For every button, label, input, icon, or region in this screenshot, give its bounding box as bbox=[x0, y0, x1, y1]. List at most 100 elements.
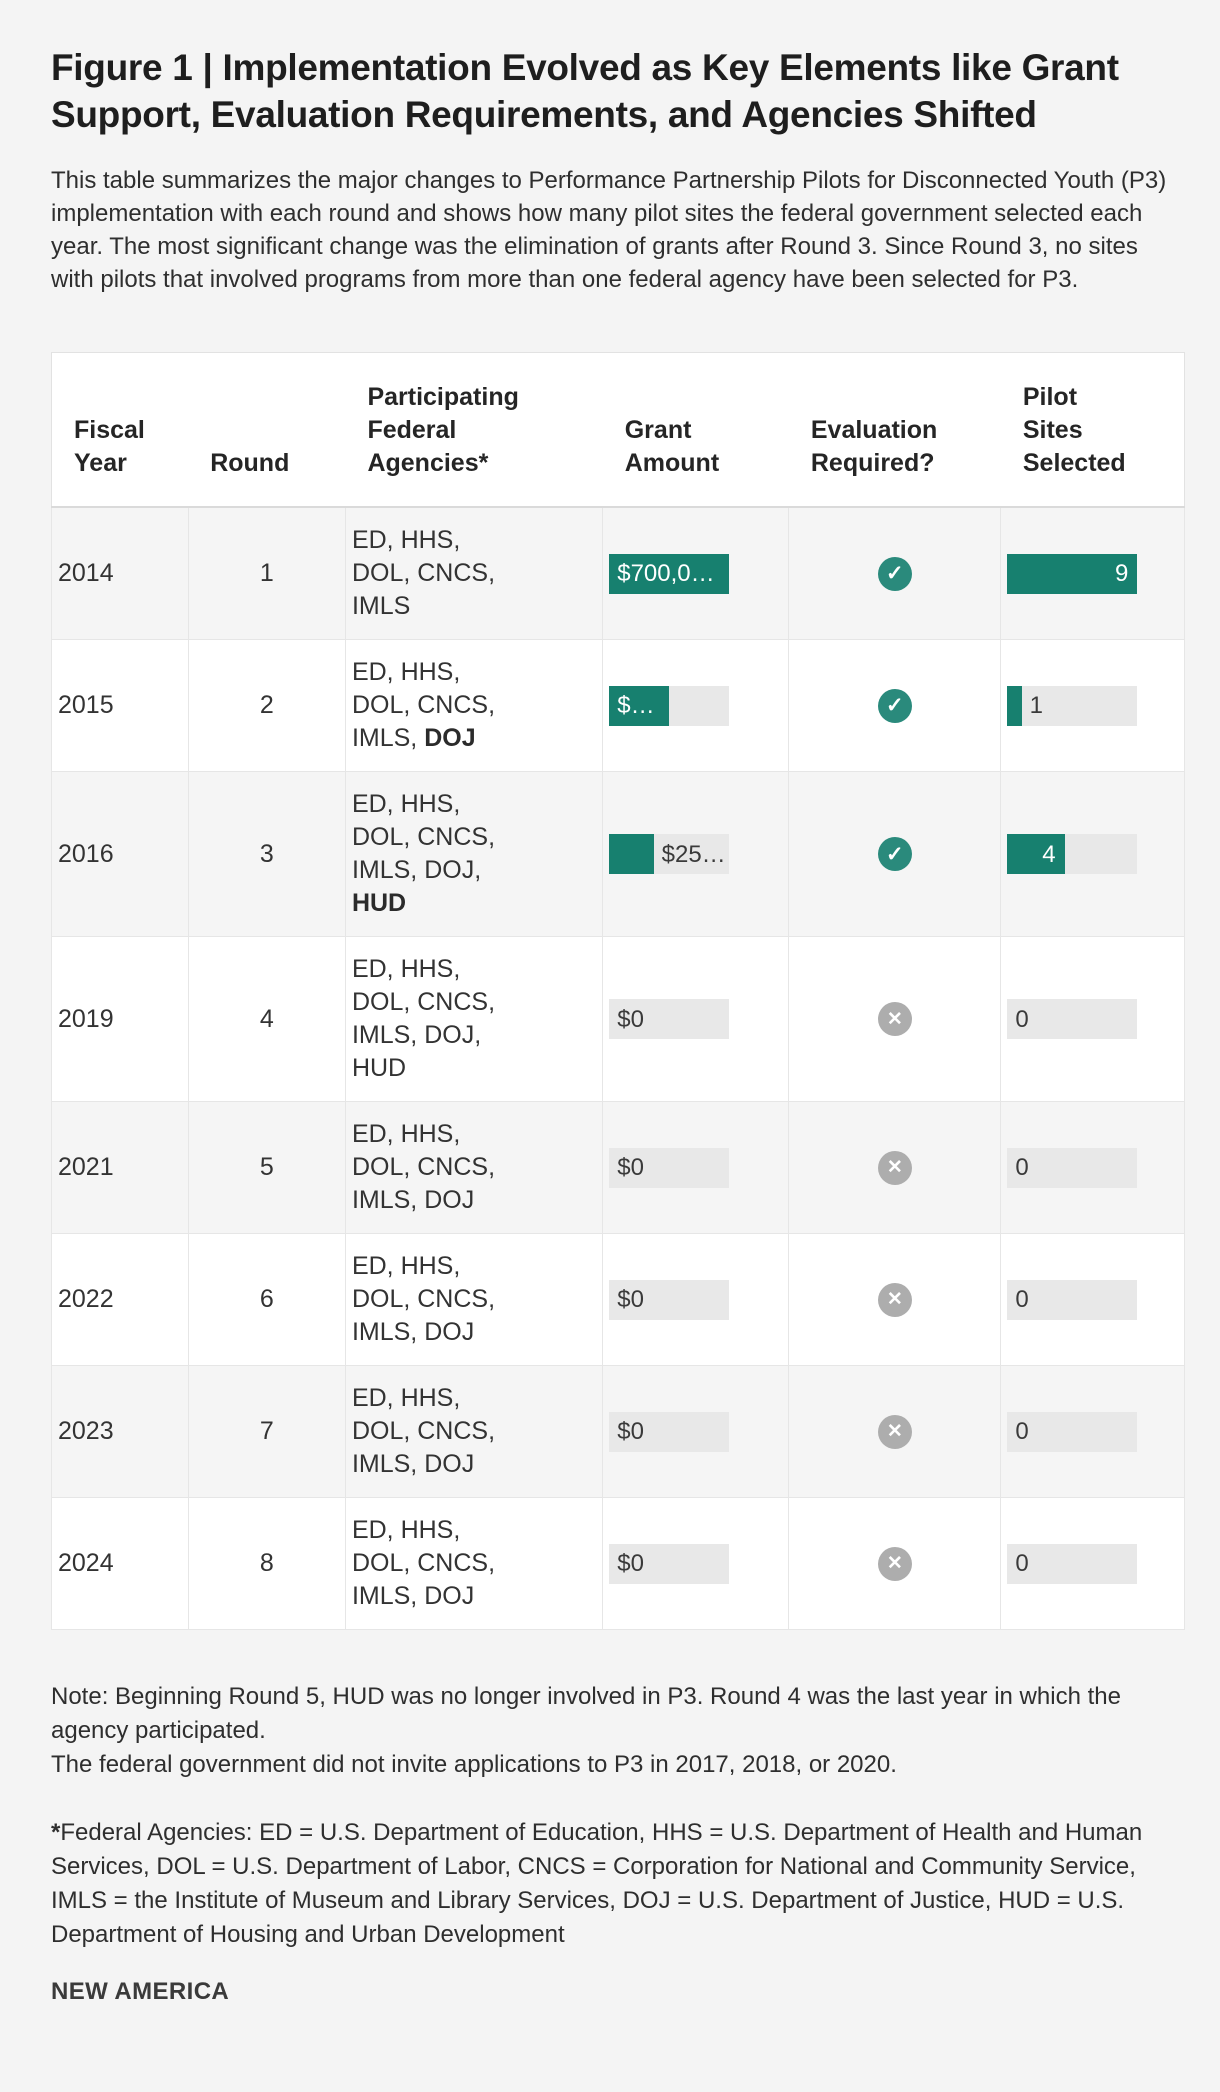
agencies-cell: ED, HHS, DOL, CNCS, IMLS, DOJ bbox=[344, 1365, 604, 1498]
grant-amount-bar: $25… bbox=[609, 834, 730, 874]
column-header-round: Round bbox=[188, 352, 346, 508]
fiscal-year-cell: 2024 bbox=[51, 1497, 189, 1630]
grant-amount-cell: $25… bbox=[602, 771, 790, 937]
evaluation-cell: ✓ bbox=[788, 639, 1002, 772]
grant-amount-cell: $0 bbox=[602, 1497, 790, 1630]
evaluation-cell: ✕ bbox=[788, 1497, 1002, 1630]
pilot-sites-label: 0 bbox=[1015, 1005, 1029, 1033]
table-header: Fiscal Year Round Participating Federal … bbox=[51, 352, 1185, 508]
round-cell: 5 bbox=[187, 1101, 346, 1234]
table-row-2019: 2019 4 ED, HHS, DOL, CNCS, IMLS, DOJ, HU… bbox=[51, 936, 1185, 1102]
grant-amount-bar: $700,0… bbox=[609, 553, 730, 594]
grant-amount-label: $700,0… bbox=[617, 560, 715, 587]
column-header-fiscal-year: Fiscal Year bbox=[51, 352, 189, 508]
check-icon: ✓ bbox=[877, 688, 912, 723]
fiscal-year-cell: 2019 bbox=[51, 936, 189, 1102]
pilot-sites-label: 9 bbox=[1115, 560, 1129, 587]
grant-amount-label: $0 bbox=[617, 1154, 644, 1181]
evaluation-cell: ✕ bbox=[788, 936, 1002, 1102]
pilot-sites-bar: 0 bbox=[1007, 1279, 1138, 1320]
pilot-sites-label: 0 bbox=[1015, 1418, 1029, 1445]
round-cell: 7 bbox=[187, 1365, 346, 1498]
table-header-row: Fiscal Year Round Participating Federal … bbox=[51, 352, 1185, 508]
evaluation-cell: ✕ bbox=[788, 1233, 1002, 1366]
x-icon: ✕ bbox=[877, 1150, 912, 1185]
check-icon: ✓ bbox=[877, 556, 912, 591]
pilot-sites-cell: 0 bbox=[1000, 936, 1185, 1102]
round-cell: 1 bbox=[187, 506, 346, 640]
footnote: *Federal Agencies: ED = U.S. Department … bbox=[51, 1816, 1169, 1952]
grant-amount-bar: $0 bbox=[609, 1279, 730, 1320]
agencies-cell: ED, HHS, DOL, CNCS, IMLS, DOJ bbox=[344, 639, 604, 772]
grant-amount-cell: $0 bbox=[602, 1365, 790, 1498]
table-row-2016: 2016 3 ED, HHS, DOL, CNCS, IMLS, DOJ, HU… bbox=[51, 771, 1185, 937]
figure-page: Figure 1 | Implementation Evolved as Key… bbox=[51, 47, 1185, 2005]
pilot-sites-cell: 9 bbox=[1000, 506, 1185, 640]
evaluation-cell: ✕ bbox=[788, 1101, 1002, 1234]
notes-block: Note: Beginning Round 5, HUD was no long… bbox=[51, 1680, 1169, 1782]
fiscal-year-cell: 2023 bbox=[51, 1365, 189, 1498]
x-icon: ✕ bbox=[877, 1282, 912, 1317]
agencies-cell: ED, HHS, DOL, CNCS, IMLS, DOJ bbox=[344, 1497, 604, 1630]
pilot-sites-bar: 0 bbox=[1007, 1147, 1138, 1188]
evaluation-cell: ✕ bbox=[788, 1365, 1002, 1498]
table-row-2024: 2024 8 ED, HHS, DOL, CNCS, IMLS, DOJ $0 … bbox=[51, 1497, 1185, 1630]
x-icon: ✕ bbox=[877, 1414, 912, 1449]
pilot-sites-label: 0 bbox=[1015, 1550, 1029, 1577]
grant-amount-label: $0 bbox=[617, 1005, 644, 1033]
grant-amount-cell: $… bbox=[602, 639, 790, 772]
pilot-sites-cell: 1 bbox=[1000, 639, 1185, 772]
agencies-cell: ED, HHS, DOL, CNCS, IMLS, DOJ bbox=[344, 1101, 604, 1234]
pilot-sites-label: 0 bbox=[1015, 1286, 1029, 1313]
pilot-sites-label: 1 bbox=[1029, 692, 1044, 719]
pilot-sites-label: 0 bbox=[1015, 1154, 1029, 1181]
round-cell: 6 bbox=[187, 1233, 346, 1366]
table-row-2014: 2014 1 ED, HHS, DOL, CNCS, IMLS $700,0… … bbox=[51, 506, 1185, 640]
round-cell: 3 bbox=[187, 771, 346, 937]
round-cell: 8 bbox=[187, 1497, 346, 1630]
pilot-sites-cell: 0 bbox=[1000, 1233, 1185, 1366]
evaluation-cell: ✓ bbox=[788, 506, 1002, 640]
fiscal-year-cell: 2014 bbox=[51, 506, 189, 640]
grant-amount-cell: $0 bbox=[602, 1101, 790, 1234]
agencies-cell: ED, HHS, DOL, CNCS, IMLS bbox=[344, 506, 604, 640]
pilot-sites-cell: 0 bbox=[1000, 1497, 1185, 1630]
new-america-logo: NEW AMERICA bbox=[51, 1978, 230, 2005]
round-cell: 2 bbox=[187, 639, 346, 772]
agencies-cell: ED, HHS, DOL, CNCS, IMLS, DOJ bbox=[344, 1233, 604, 1366]
pilot-sites-bar: 4 bbox=[1007, 834, 1138, 874]
pilot-sites-bar: 1 bbox=[1007, 685, 1138, 726]
grant-amount-bar: $… bbox=[609, 685, 730, 726]
x-icon: ✕ bbox=[877, 1002, 912, 1037]
grant-amount-label: $25… bbox=[661, 840, 726, 868]
evaluation-cell: ✓ bbox=[788, 771, 1002, 937]
table-body: 2014 1 ED, HHS, DOL, CNCS, IMLS $700,0… … bbox=[51, 506, 1185, 1630]
table-row-2023: 2023 7 ED, HHS, DOL, CNCS, IMLS, DOJ $0 … bbox=[51, 1365, 1185, 1498]
grant-amount-cell: $0 bbox=[602, 1233, 790, 1366]
pilot-sites-cell: 0 bbox=[1000, 1101, 1185, 1234]
figure-description: This table summarizes the major changes … bbox=[51, 167, 1167, 293]
grant-amount-bar: $0 bbox=[609, 999, 730, 1039]
grant-amount-label: $0 bbox=[617, 1418, 644, 1445]
p3-implementation-table: Fiscal Year Round Participating Federal … bbox=[51, 352, 1185, 1630]
grant-amount-bar: $0 bbox=[609, 1543, 730, 1584]
figure-title: Figure 1 | Implementation Evolved as Key… bbox=[51, 47, 1119, 135]
grant-amount-cell: $0 bbox=[602, 936, 790, 1102]
pilot-sites-bar: 9 bbox=[1007, 553, 1138, 594]
note-text-2: The federal government did not invite ap… bbox=[51, 1751, 897, 1778]
grant-amount-label: $0 bbox=[617, 1550, 644, 1577]
round-cell: 4 bbox=[187, 936, 346, 1102]
pilot-sites-bar: 0 bbox=[1007, 999, 1138, 1039]
pilot-sites-cell: 0 bbox=[1000, 1365, 1185, 1498]
column-header-grant-amount: Grant Amount bbox=[602, 352, 789, 508]
fiscal-year-cell: 2022 bbox=[51, 1233, 189, 1366]
fiscal-year-cell: 2015 bbox=[51, 639, 189, 772]
note-text-1: Note: Beginning Round 5, HUD was no long… bbox=[51, 1683, 1121, 1744]
fiscal-year-cell: 2016 bbox=[51, 771, 189, 937]
column-header-agencies: Participating Federal Agencies* bbox=[345, 352, 603, 508]
column-header-evaluation-required: Evaluation Required? bbox=[788, 352, 1001, 508]
table-row-2021: 2021 5 ED, HHS, DOL, CNCS, IMLS, DOJ $0 … bbox=[51, 1101, 1185, 1234]
pilot-sites-bar: 0 bbox=[1007, 1543, 1138, 1584]
grant-amount-bar: $0 bbox=[609, 1147, 730, 1188]
agencies-cell: ED, HHS, DOL, CNCS, IMLS, DOJ, HUD bbox=[344, 936, 604, 1102]
